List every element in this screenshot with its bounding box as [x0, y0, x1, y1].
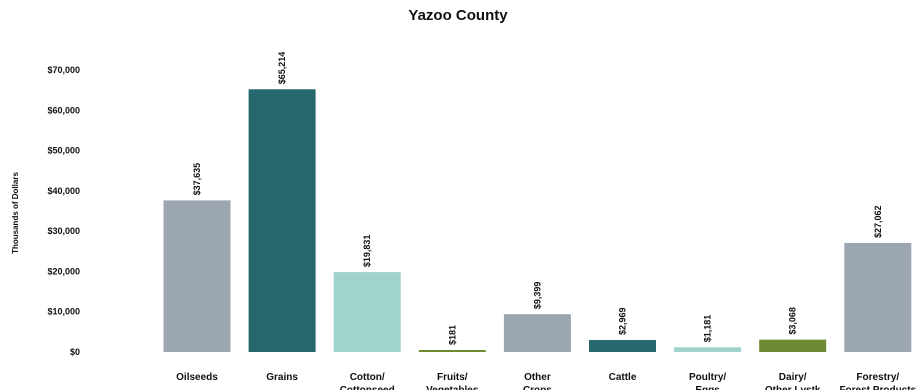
y-tick-label: $0	[70, 347, 80, 357]
data-label: $1,181	[703, 315, 713, 343]
y-tick-label: $10,000	[47, 307, 80, 317]
bar	[333, 272, 401, 352]
data-label: $19,831	[362, 235, 372, 268]
bar	[589, 340, 656, 352]
y-axis-label: Thousands of Dollars	[11, 172, 20, 254]
y-tick-label: $50,000	[47, 146, 80, 156]
bar	[418, 350, 486, 352]
y-tick-label: $20,000	[47, 266, 80, 276]
bar	[844, 242, 912, 352]
category-label: Cotton/Cottonseed	[340, 372, 395, 390]
bar	[163, 200, 231, 352]
category-label: Fruits/Vegetables	[426, 372, 479, 390]
data-label: $65,214	[277, 52, 287, 85]
category-label: Dairy/Other Lvstk	[765, 372, 821, 390]
data-label: $2,969	[618, 308, 628, 336]
data-label: $27,062	[873, 205, 883, 238]
category-label: OtherCrops	[523, 372, 552, 390]
bar	[674, 347, 742, 352]
bar	[503, 314, 571, 352]
category-label: Poultry/Eggs	[689, 372, 726, 390]
data-label: $3,068	[788, 307, 798, 335]
category-label: Oilseeds	[176, 372, 218, 383]
data-label: $181	[447, 325, 457, 345]
category-label: Cattle	[609, 372, 637, 383]
category-label: Grains	[266, 372, 298, 383]
data-label: $9,399	[532, 282, 542, 310]
bar	[759, 339, 827, 352]
bar	[248, 89, 316, 352]
y-tick-label: $60,000	[47, 105, 80, 115]
y-tick-label: $30,000	[47, 226, 80, 236]
y-tick-label: $70,000	[47, 65, 80, 75]
y-tick-label: $40,000	[47, 186, 80, 196]
category-label: Forestry/Forest Products	[839, 372, 916, 390]
data-label: $37,635	[192, 163, 202, 196]
chart-title: Yazoo County	[408, 7, 508, 24]
